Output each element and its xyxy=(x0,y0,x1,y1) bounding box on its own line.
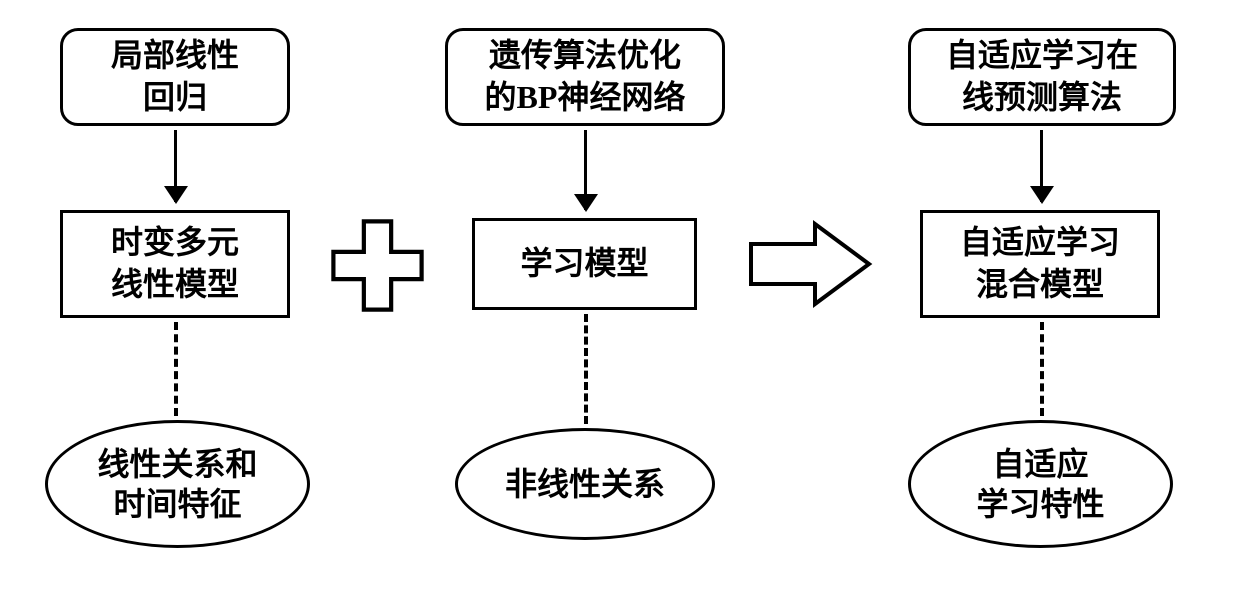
diagram-root: 局部线性回归 遗传算法优化的BP神经网络 自适应学习在线预测算法 时变多元线性模… xyxy=(0,0,1239,589)
dashed-2 xyxy=(584,314,588,424)
arrow-3 xyxy=(1040,130,1043,202)
node-bot-3: 自适应学习特性 xyxy=(908,420,1173,548)
node-bot-2: 非线性关系 xyxy=(455,428,715,540)
node-bot-1-label: 线性关系和时间特征 xyxy=(97,444,257,524)
node-top-2-label: 遗传算法优化的BP神经网络 xyxy=(485,35,686,118)
big-arrow-icon xyxy=(745,218,875,310)
dashed-1 xyxy=(174,322,178,416)
node-top-1-label: 局部线性回归 xyxy=(111,35,239,118)
node-mid-3-label: 自适应学习混合模型 xyxy=(960,222,1120,305)
node-top-3-label: 自适应学习在线预测算法 xyxy=(946,35,1138,118)
node-bot-3-label: 自适应学习特性 xyxy=(976,444,1104,524)
node-mid-2: 学习模型 xyxy=(472,218,697,310)
node-mid-1: 时变多元线性模型 xyxy=(60,210,290,318)
dashed-3 xyxy=(1040,322,1044,416)
node-top-1: 局部线性回归 xyxy=(60,28,290,126)
plus-icon xyxy=(325,213,430,318)
node-bot-2-label: 非线性关系 xyxy=(505,464,665,504)
arrow-2 xyxy=(584,130,587,210)
arrow-1 xyxy=(174,130,177,202)
node-mid-1-label: 时变多元线性模型 xyxy=(111,222,239,305)
node-top-2: 遗传算法优化的BP神经网络 xyxy=(445,28,725,126)
node-top-3: 自适应学习在线预测算法 xyxy=(908,28,1176,126)
node-mid-2-label: 学习模型 xyxy=(520,243,648,285)
node-bot-1: 线性关系和时间特征 xyxy=(45,420,310,548)
node-mid-3: 自适应学习混合模型 xyxy=(920,210,1160,318)
